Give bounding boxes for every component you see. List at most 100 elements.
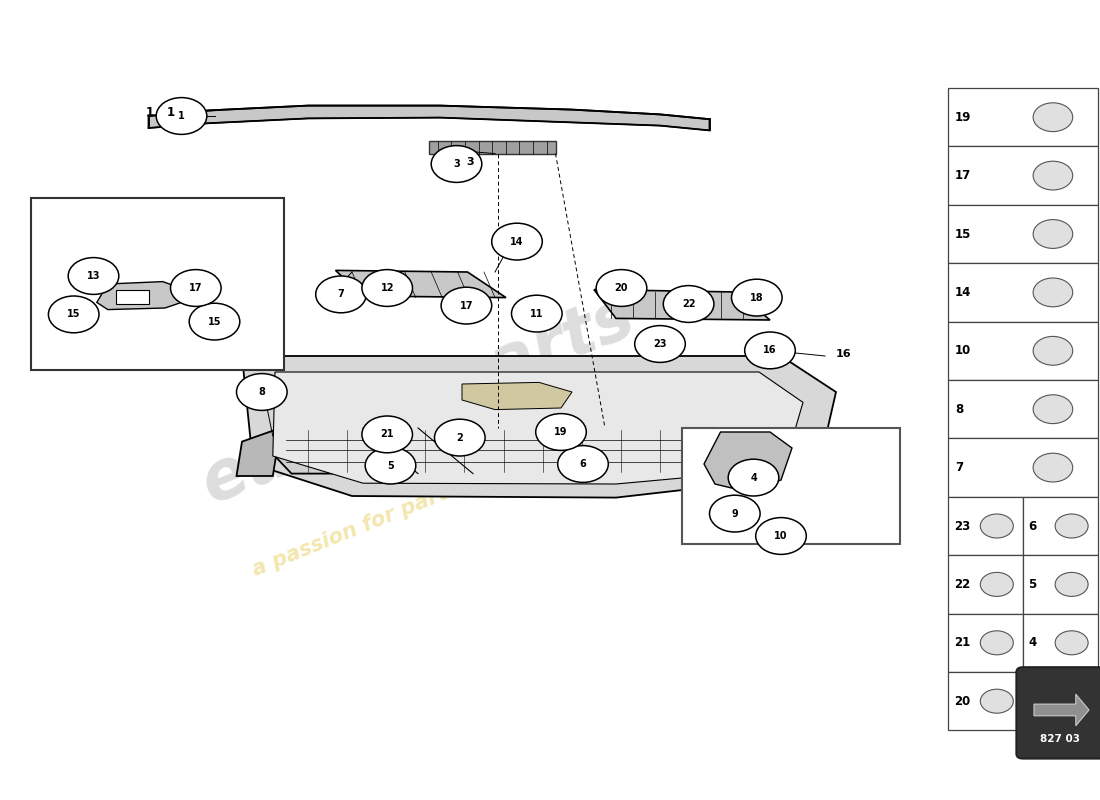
Circle shape (1055, 572, 1088, 596)
FancyBboxPatch shape (429, 141, 556, 154)
Text: 20: 20 (954, 694, 970, 708)
Circle shape (365, 447, 416, 484)
FancyBboxPatch shape (116, 290, 148, 304)
FancyBboxPatch shape (948, 555, 1023, 614)
Text: 17: 17 (189, 283, 202, 293)
Circle shape (1033, 278, 1072, 306)
Text: 22: 22 (954, 578, 970, 591)
Text: 14: 14 (510, 237, 524, 246)
Text: 2: 2 (456, 433, 463, 442)
Circle shape (316, 276, 366, 313)
Text: 6: 6 (580, 459, 586, 469)
Circle shape (710, 495, 760, 532)
Text: 15: 15 (208, 317, 221, 326)
Circle shape (558, 446, 608, 482)
Text: 9: 9 (732, 509, 738, 518)
Circle shape (635, 326, 685, 362)
Circle shape (362, 270, 412, 306)
Circle shape (1033, 453, 1072, 482)
Text: 22: 22 (682, 299, 695, 309)
Text: 6: 6 (1028, 519, 1036, 533)
Circle shape (48, 296, 99, 333)
Polygon shape (462, 382, 572, 410)
Polygon shape (273, 372, 803, 484)
Text: 15: 15 (67, 310, 80, 319)
Text: 16: 16 (836, 349, 851, 358)
Circle shape (1033, 161, 1072, 190)
Text: 3: 3 (453, 159, 460, 169)
Text: 827 03: 827 03 (1041, 734, 1080, 744)
FancyBboxPatch shape (1023, 614, 1098, 672)
Text: 13: 13 (87, 271, 100, 281)
Circle shape (745, 332, 795, 369)
Circle shape (68, 258, 119, 294)
FancyBboxPatch shape (31, 198, 284, 370)
Text: 20: 20 (615, 283, 628, 293)
FancyBboxPatch shape (1023, 497, 1098, 555)
Circle shape (434, 419, 485, 456)
Circle shape (236, 374, 287, 410)
Circle shape (1033, 102, 1072, 131)
Text: 19: 19 (554, 427, 568, 437)
FancyBboxPatch shape (1023, 555, 1098, 614)
Text: 10: 10 (955, 344, 971, 358)
Text: 12: 12 (381, 283, 394, 293)
Text: 15: 15 (955, 227, 971, 241)
Circle shape (980, 514, 1013, 538)
Circle shape (980, 630, 1013, 654)
Polygon shape (336, 270, 506, 298)
Circle shape (1055, 514, 1088, 538)
Circle shape (170, 270, 221, 306)
FancyBboxPatch shape (1016, 667, 1100, 758)
Text: 21: 21 (954, 636, 970, 650)
FancyBboxPatch shape (948, 497, 1023, 555)
Circle shape (980, 572, 1013, 596)
Text: 4: 4 (750, 473, 757, 482)
Polygon shape (148, 106, 710, 130)
Polygon shape (242, 356, 836, 498)
Text: 4: 4 (1028, 636, 1036, 650)
Circle shape (663, 286, 714, 322)
FancyBboxPatch shape (948, 438, 1098, 497)
Circle shape (156, 98, 207, 134)
FancyBboxPatch shape (948, 380, 1098, 438)
Polygon shape (270, 428, 704, 474)
FancyBboxPatch shape (948, 263, 1098, 322)
Text: 3: 3 (466, 157, 473, 166)
Circle shape (431, 146, 482, 182)
Text: 10: 10 (774, 531, 788, 541)
Text: a passion for parts since 1985: a passion for parts since 1985 (250, 428, 586, 580)
Text: 1: 1 (146, 106, 154, 118)
FancyBboxPatch shape (948, 88, 1098, 146)
Text: 18: 18 (750, 293, 763, 302)
Text: 19: 19 (955, 110, 971, 124)
Text: 17: 17 (460, 301, 473, 310)
Circle shape (189, 303, 240, 340)
Text: 21: 21 (381, 430, 394, 439)
FancyBboxPatch shape (682, 428, 900, 544)
Polygon shape (594, 290, 770, 320)
FancyBboxPatch shape (948, 205, 1098, 263)
Text: 1: 1 (166, 106, 175, 118)
FancyBboxPatch shape (948, 146, 1098, 205)
Circle shape (1033, 219, 1072, 248)
Circle shape (756, 518, 806, 554)
Circle shape (441, 287, 492, 324)
Polygon shape (97, 282, 185, 310)
Text: 8: 8 (955, 402, 964, 416)
Circle shape (362, 416, 412, 453)
Circle shape (732, 279, 782, 316)
Text: 23: 23 (653, 339, 667, 349)
Circle shape (1033, 336, 1072, 365)
Text: 14: 14 (955, 286, 971, 299)
Text: 5: 5 (387, 461, 394, 470)
Text: 7: 7 (338, 290, 344, 299)
Circle shape (536, 414, 586, 450)
Circle shape (492, 223, 542, 260)
Text: 7: 7 (955, 461, 962, 474)
FancyBboxPatch shape (948, 672, 1023, 730)
Polygon shape (1034, 694, 1089, 726)
Polygon shape (236, 428, 280, 476)
Circle shape (1055, 630, 1088, 654)
Circle shape (980, 689, 1013, 714)
